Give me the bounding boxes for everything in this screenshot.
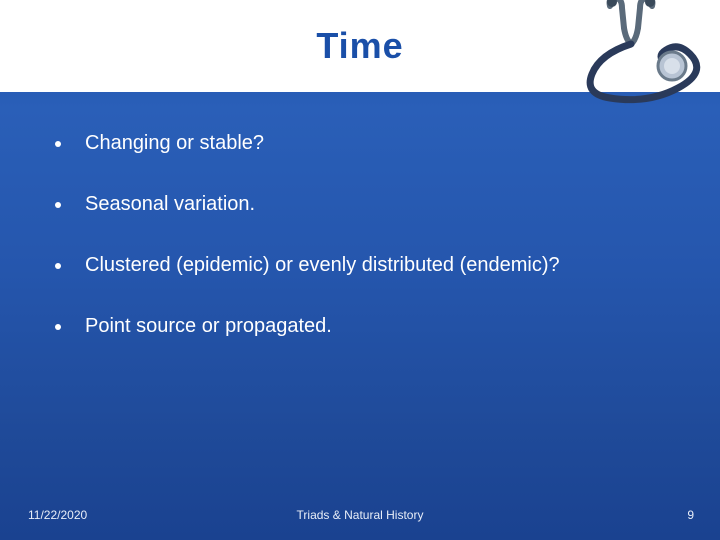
bullet-dot-icon: [55, 263, 61, 269]
bullet-text: Clustered (epidemic) or evenly distribut…: [85, 252, 560, 279]
list-item: Clustered (epidemic) or evenly distribut…: [55, 252, 680, 279]
bullet-dot-icon: [55, 202, 61, 208]
bullet-dot-icon: [55, 324, 61, 330]
footer-page-number: 9: [687, 508, 694, 522]
slide: Time Changing or stable?: [0, 0, 720, 540]
bullet-list: Changing or stable? Seasonal variation. …: [55, 130, 680, 374]
list-item: Changing or stable?: [55, 130, 680, 157]
bullet-text: Seasonal variation.: [85, 191, 255, 218]
list-item: Point source or propagated.: [55, 313, 680, 340]
stethoscope-icon: [570, 0, 720, 106]
footer-title: Triads & Natural History: [297, 508, 424, 522]
slide-title: Time: [316, 25, 403, 67]
list-item: Seasonal variation.: [55, 191, 680, 218]
bullet-text: Changing or stable?: [85, 130, 264, 157]
bullet-dot-icon: [55, 141, 61, 147]
title-bar: Time: [0, 0, 720, 92]
bullet-text: Point source or propagated.: [85, 313, 332, 340]
footer-date: 11/22/2020: [28, 508, 87, 522]
